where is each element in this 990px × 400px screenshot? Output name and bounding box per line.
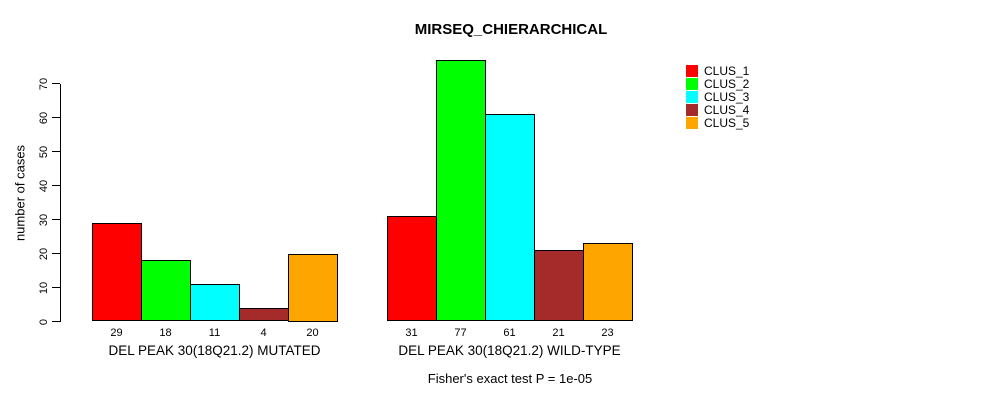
bar-value-label: 31 <box>405 327 418 339</box>
legend-row-clus_2: CLUS_2 <box>686 77 749 90</box>
bar-value-label: 21 <box>552 327 565 339</box>
legend-label: CLUS_1 <box>704 63 750 78</box>
legend-label: CLUS_5 <box>704 116 750 131</box>
y-tick-label: 10 <box>38 281 50 294</box>
y-tick-mark <box>52 321 60 322</box>
y-tick-label: 50 <box>38 145 50 158</box>
bar-value-label: 11 <box>208 327 221 339</box>
bar-value-label: 4 <box>260 327 267 339</box>
bar-clus_5-group2 <box>583 243 633 322</box>
y-tick-mark <box>52 219 60 220</box>
y-tick-label: 70 <box>38 77 50 90</box>
bar-clus_5-group1 <box>288 253 338 322</box>
y-tick-mark <box>52 117 60 118</box>
annotation-text: Fisher's exact test P = 1e-05 <box>427 371 593 386</box>
bar-clus_3-group1 <box>190 284 240 322</box>
legend-swatch-icon <box>686 77 698 90</box>
bar-value-label: 77 <box>454 327 467 339</box>
y-tick-label: 40 <box>38 179 50 192</box>
bar-value-label: 29 <box>110 327 123 339</box>
y-tick-mark <box>52 287 60 288</box>
bar-clus_4-group1 <box>239 307 289 322</box>
y-axis-line <box>60 83 61 322</box>
y-tick-label: 60 <box>38 111 50 124</box>
legend-swatch-icon <box>686 90 698 103</box>
y-tick-label: 20 <box>38 247 50 260</box>
bar-clus_1-group1 <box>92 222 142 322</box>
bar-value-label: 23 <box>601 327 614 339</box>
bar-value-label: 61 <box>503 327 516 339</box>
legend-swatch-icon <box>686 104 698 117</box>
legend-swatch-icon <box>686 64 698 77</box>
legend-row-clus_1: CLUS_1 <box>686 64 749 77</box>
legend-swatch-icon <box>686 117 698 130</box>
y-tick-label: 0 <box>38 318 50 325</box>
group-label: DEL PEAK 30(18Q21.2) MUTATED <box>108 343 321 358</box>
y-tick-mark <box>52 151 60 152</box>
y-tick-label: 30 <box>38 213 50 226</box>
y-axis-label: number of cases <box>12 144 28 242</box>
bar-value-label: 18 <box>159 327 172 339</box>
bar-clus_4-group2 <box>534 250 584 322</box>
bar-clus_2-group1 <box>141 260 191 322</box>
bar-value-label: 20 <box>306 327 319 339</box>
bar-clus_2-group2 <box>436 59 486 322</box>
bar-clus_3-group2 <box>485 114 535 322</box>
y-tick-mark <box>52 185 60 186</box>
y-tick-mark <box>52 253 60 254</box>
legend-row-clus_3: CLUS_3 <box>686 90 749 103</box>
legend-label: CLUS_3 <box>704 89 750 104</box>
group-label: DEL PEAK 30(18Q21.2) WILD-TYPE <box>398 343 621 358</box>
legend-label: CLUS_2 <box>704 76 750 91</box>
bar-clus_1-group2 <box>387 216 437 322</box>
chart-title: MIRSEQ_CHIERARCHICAL <box>414 21 608 38</box>
legend: CLUS_1 CLUS_2 CLUS_3 CLUS_4 CLUS_5 <box>686 64 749 130</box>
legend-label: CLUS_4 <box>704 103 750 118</box>
y-tick-mark <box>52 83 60 84</box>
legend-row-clus_4: CLUS_4 <box>686 104 749 117</box>
legend-row-clus_5: CLUS_5 <box>686 117 749 130</box>
